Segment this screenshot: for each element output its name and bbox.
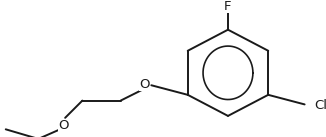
- Text: O: O: [140, 78, 150, 91]
- Text: Cl: Cl: [314, 99, 326, 112]
- Text: O: O: [58, 119, 68, 132]
- Text: F: F: [224, 0, 232, 13]
